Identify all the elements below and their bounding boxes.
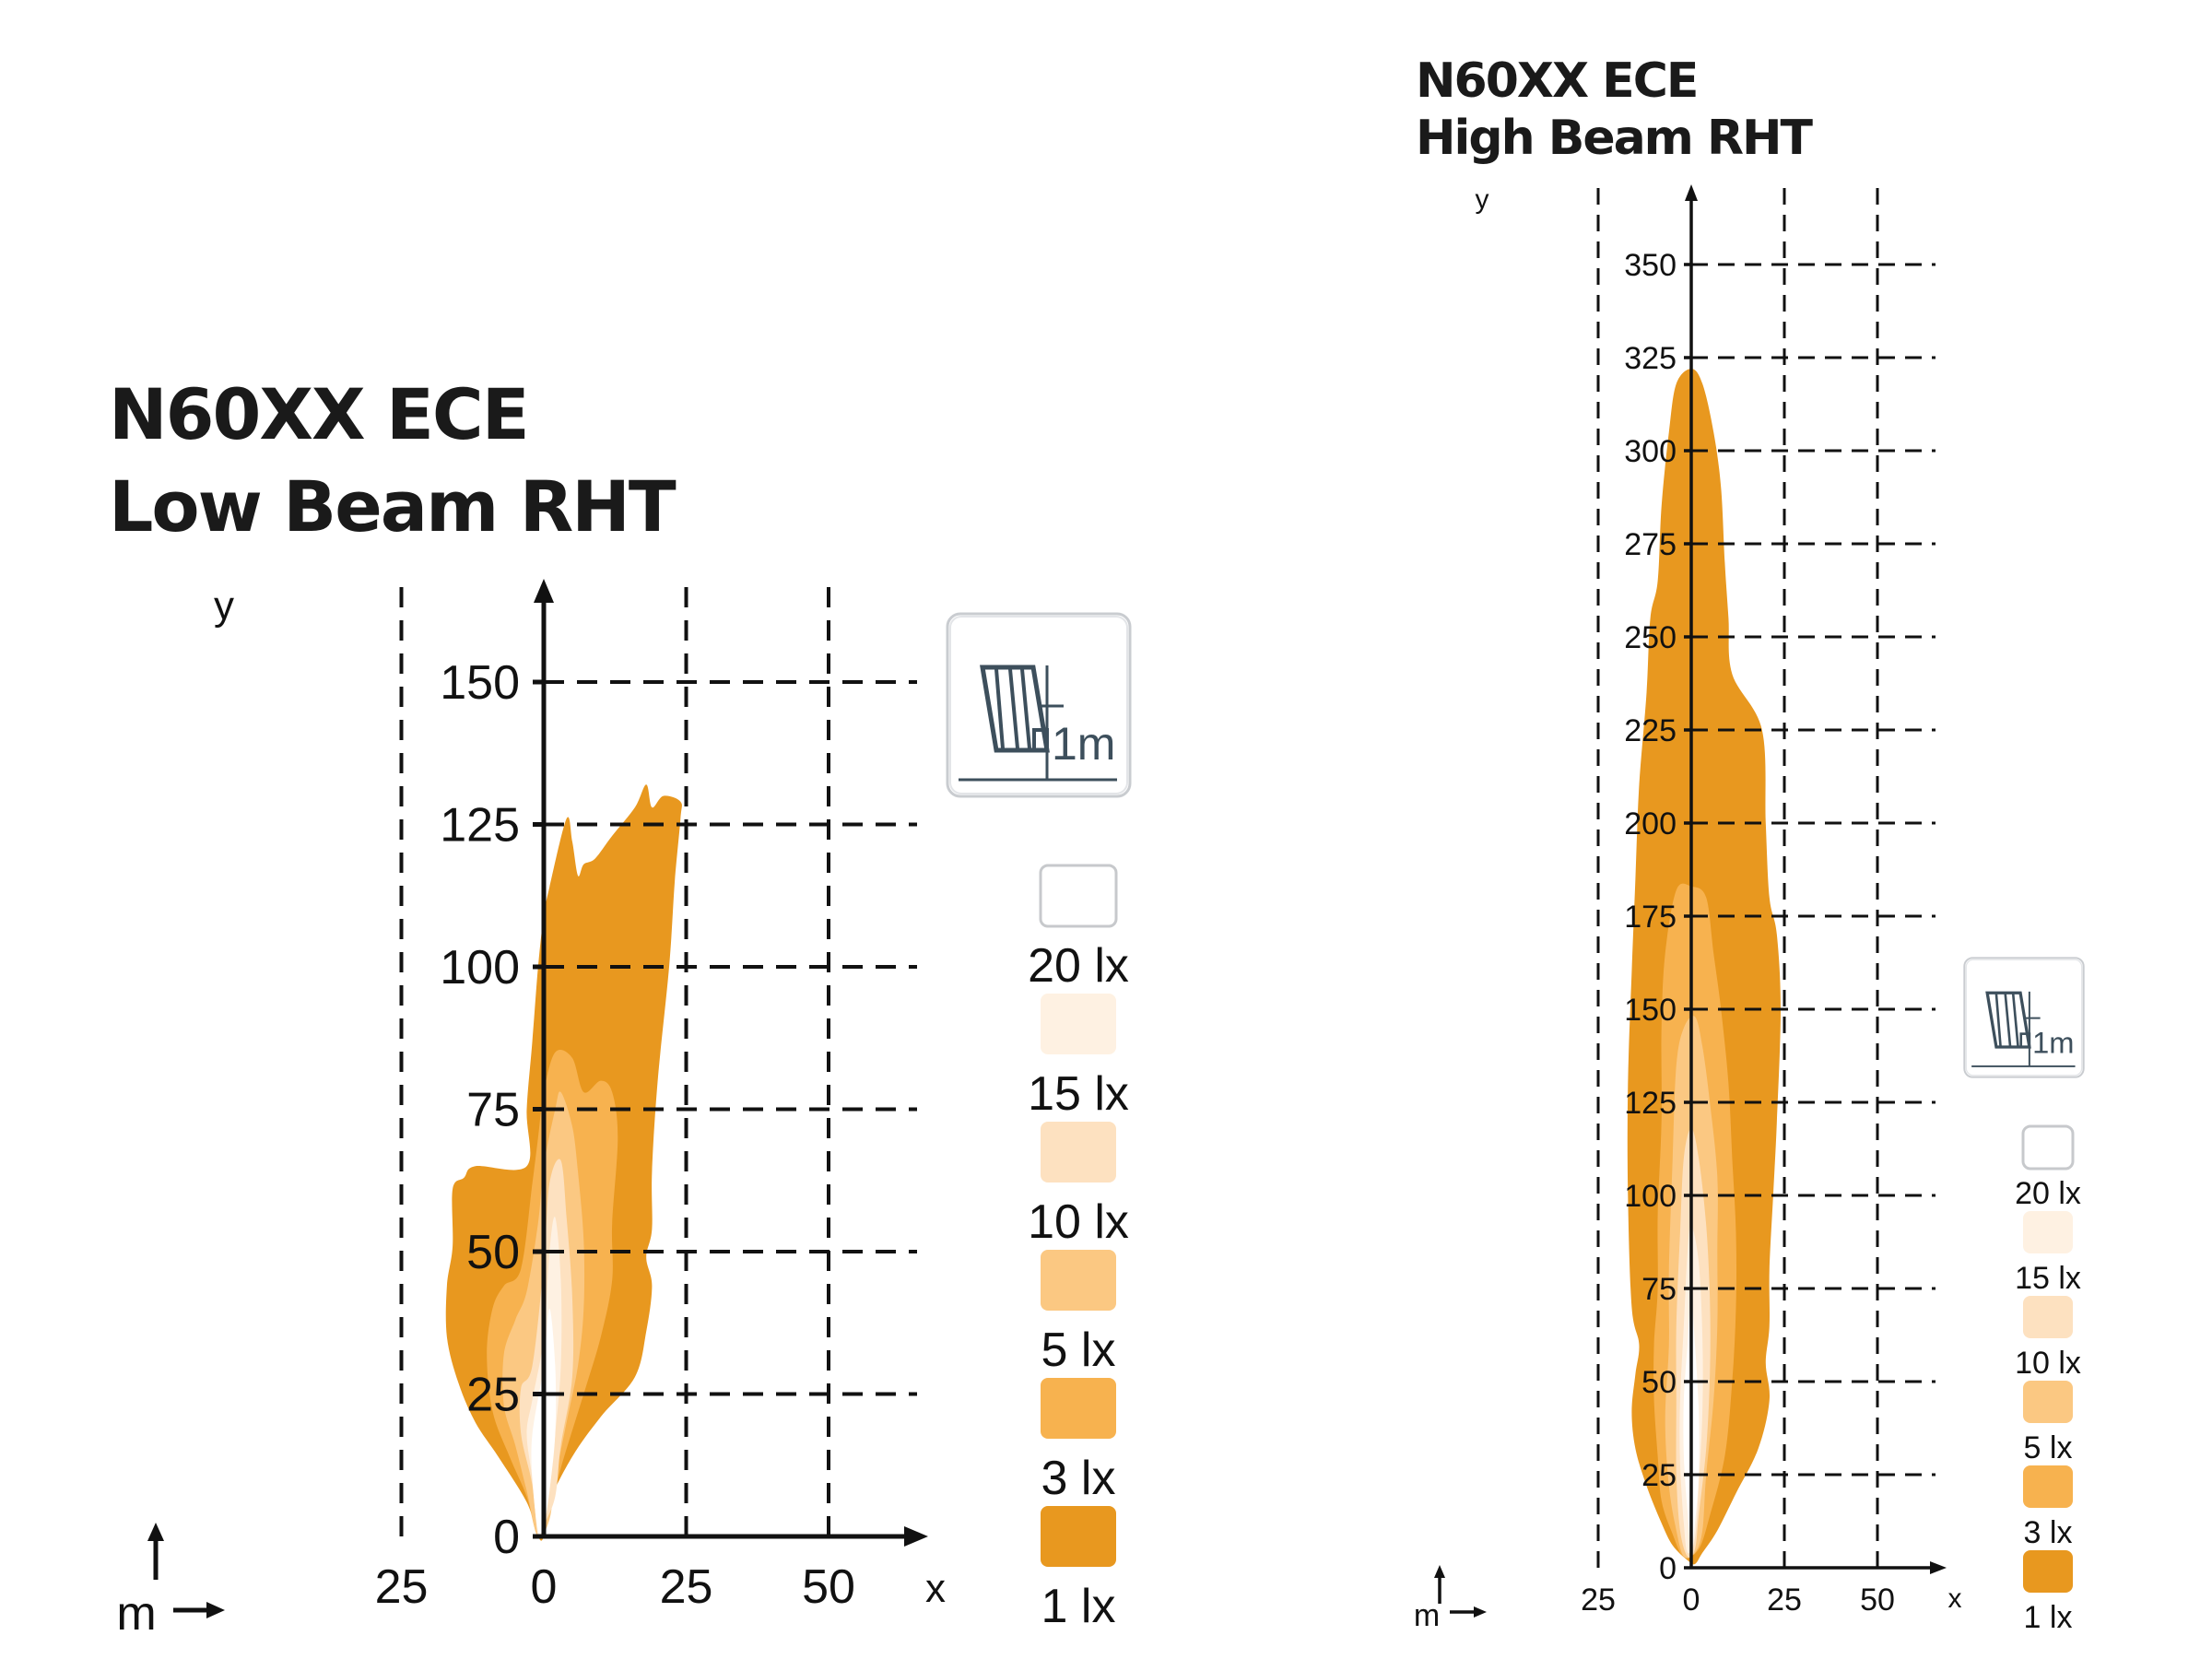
y-tick-label: 25 (1641, 1458, 1677, 1493)
y-tick-label: 25 (466, 1369, 520, 1422)
x-axis-label: x (925, 1566, 946, 1611)
legend-item: 3 lx (2023, 1465, 2073, 1550)
unit-label: m (116, 1587, 156, 1641)
legend-swatch (2023, 1550, 2073, 1593)
legend-swatch (1039, 864, 1118, 928)
legend-label: 20 lx (2015, 1176, 2081, 1211)
high-beam-title-line2: High Beam RHT (1416, 111, 1813, 166)
legend-swatch (2023, 1296, 2073, 1338)
low-beam-title-line2: Low Beam RHT (109, 465, 677, 547)
legend-swatch (2023, 1211, 2073, 1253)
x-axis-label: x (1948, 1583, 1962, 1614)
y-tick-label: 275 (1624, 527, 1677, 562)
x-tick-label: 50 (1860, 1583, 1895, 1618)
legend-label: 10 lx (2015, 1346, 2081, 1381)
y-tick-label: 125 (440, 799, 520, 853)
contours (445, 784, 682, 1541)
legend-item: 1 lx (1041, 1506, 1116, 1633)
legend-item: 15 lx (2015, 1211, 2081, 1296)
y-tick-label: 250 (1624, 620, 1677, 655)
legend-swatch (2023, 1465, 2073, 1508)
low-beam-panel: N60XX ECE Low Beam RHT 0 25 50 75 100 125 150 2… (109, 373, 1132, 1641)
low-beam-chart: 0 25 50 75 100 125 150 25 0 25 50 y x m (116, 579, 946, 1641)
x-tick-label: 0 (531, 1560, 558, 1614)
y-tick-label: 50 (1641, 1365, 1677, 1400)
y-tick-label: 175 (1624, 900, 1677, 935)
high-beam-legend: 20 lx 15 lx 10 lx 5 lx 3 lx 1 lx (2015, 1124, 2081, 1635)
legend-label: 10 lx (1028, 1195, 1129, 1249)
axes (1685, 184, 1947, 1574)
y-axis-arrow (534, 579, 554, 603)
legend-label: 5 lx (2024, 1430, 2073, 1465)
y-axis-label: y (214, 583, 234, 629)
legend-label: 1 lx (2024, 1600, 2073, 1635)
unit-indicator: m (1414, 1565, 1487, 1633)
y-tick-label: 350 (1624, 248, 1677, 283)
mounting-height-icon: 1m (1963, 957, 2085, 1078)
legend-swatch (2021, 1124, 2075, 1171)
ticks: 0255075100125150175200225250275300325350… (1581, 248, 1895, 1618)
x-tick-label: 25 (375, 1560, 429, 1614)
legend-label: 3 lx (1041, 1452, 1116, 1505)
legend-swatch (1041, 1250, 1116, 1311)
high-beam-title-line1: N60XX ECE (1416, 53, 1699, 109)
legend-swatch (1041, 1122, 1116, 1182)
y-tick-label: 125 (1624, 1086, 1677, 1121)
y-axis-label: y (1476, 184, 1489, 215)
mount-height-label: 1m (1052, 718, 1115, 770)
mounting-height-icon: 1m (946, 612, 1132, 798)
unit-label: m (1414, 1598, 1440, 1633)
y-tick-label: 0 (493, 1511, 520, 1564)
axes (534, 579, 928, 1547)
x-tick-label: 0 (1683, 1583, 1700, 1618)
y-tick-label: 50 (466, 1226, 520, 1279)
y-tick-label: 75 (466, 1084, 520, 1137)
legend-item: 1 lx (2023, 1550, 2073, 1635)
x-tick-label: 25 (1581, 1583, 1616, 1618)
x-tick-label: 25 (660, 1560, 713, 1614)
legend-swatch (1041, 994, 1116, 1054)
legend-swatch (2023, 1381, 2073, 1423)
y-tick-label: 325 (1624, 341, 1677, 376)
x-axis-arrow (904, 1526, 928, 1547)
legend-item: 5 lx (2023, 1381, 2073, 1465)
y-tick-label: 100 (440, 941, 520, 994)
legend-label: 1 lx (1041, 1580, 1116, 1633)
y-tick-label: 150 (1624, 993, 1677, 1028)
x-tick-label: 25 (1767, 1583, 1802, 1618)
high-beam-chart: 0255075100125150175200225250275300325350… (1414, 182, 1962, 1633)
high-beam-panel: N60XX ECE High Beam RHT 0 25 50 75 100 125 150… (1198, 0, 2212, 1659)
y-tick-label: 150 (440, 656, 520, 710)
legend-label: 5 lx (1041, 1324, 1116, 1377)
y-tick-label: 0 (1659, 1551, 1677, 1586)
legend-item: 10 lx (1028, 1122, 1129, 1249)
legend-label: 3 lx (2024, 1515, 2073, 1550)
y-tick-label: 75 (1641, 1272, 1677, 1307)
legend-label: 15 lx (1028, 1067, 1129, 1121)
legend-item: 20 lx (1028, 864, 1129, 993)
unit-indicator: m (116, 1523, 225, 1641)
legend-item: 10 lx (2015, 1296, 2081, 1381)
ticks: 0 25 50 75 100 125 150 25 0 25 50 (375, 656, 855, 1614)
legend-label: 15 lx (2015, 1261, 2081, 1296)
y-axis-arrow (1685, 184, 1698, 201)
y-tick-label: 200 (1624, 806, 1677, 841)
legend-item: 5 lx (1041, 1250, 1116, 1377)
legend-item: 15 lx (1028, 994, 1129, 1121)
mount-height-label: 1m (2032, 1026, 2074, 1060)
low-beam-title-line1: N60XX ECE (109, 373, 530, 455)
legend-label: 20 lx (1028, 939, 1129, 993)
legend-swatch (1041, 1378, 1116, 1439)
legend-item: 3 lx (1041, 1378, 1116, 1505)
x-axis-arrow (1930, 1561, 1947, 1574)
y-tick-label: 225 (1624, 713, 1677, 748)
legend-swatch (1041, 1506, 1116, 1567)
y-tick-label: 100 (1624, 1179, 1677, 1214)
y-tick-label: 300 (1624, 434, 1677, 469)
low-beam-legend: 20 lx 15 lx 10 lx 5 lx 3 lx 1 lx (1028, 864, 1129, 1633)
x-tick-label: 50 (802, 1560, 855, 1614)
legend-item: 20 lx (2015, 1124, 2081, 1211)
